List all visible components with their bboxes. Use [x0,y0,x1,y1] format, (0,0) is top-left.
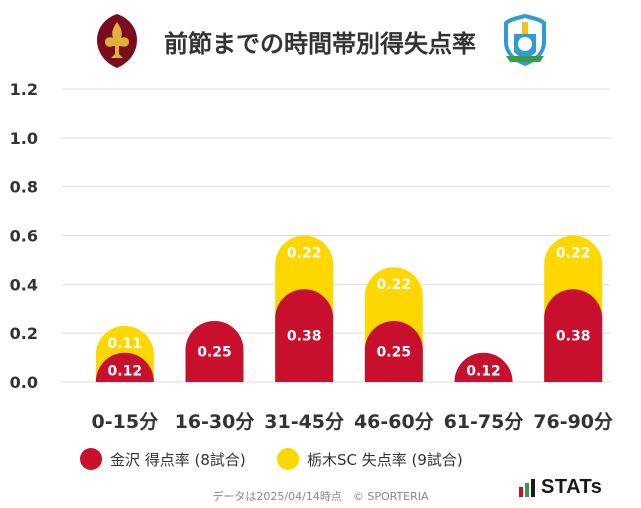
y-tick-label: 0.0 [10,373,38,392]
data-label-series-1: 0.12 [108,363,143,379]
x-tick-label: 46-60分 [354,411,434,433]
data-label-series-1: 0.38 [556,329,591,345]
data-label-series-2: 0.22 [377,277,412,293]
data-label-series-1: 0.38 [287,329,322,345]
data-label-series-2: 0.22 [556,246,591,262]
bar-series-1 [454,352,513,382]
data-label-series-2: 0.22 [287,246,322,262]
y-tick-label: 1.0 [10,129,38,148]
footer-note: データは2025/04/14時点 © SPORTERIA [212,490,429,503]
bar-series-1 [95,352,154,382]
legend-label-series-2: 栃木SC 失点率 (9試合) [307,450,463,469]
bar-series-1 [185,320,244,382]
y-tick-label: 1.2 [10,80,38,99]
legend-label-series-1: 金沢 得点率 (8試合) [110,450,246,469]
x-tick-label: 16-30分 [175,411,255,433]
bar-series-1 [364,320,423,382]
x-tick-label: 0-15分 [92,411,159,433]
y-tick-label: 0.4 [10,275,38,294]
tochigi-sc-crest-icon [504,14,546,66]
legend-swatch-red [80,448,102,470]
data-label-series-1: 0.12 [466,363,501,379]
data-label-series-1: 0.25 [197,344,232,360]
brand-text: STATs [541,476,603,498]
x-tick-label: 61-75分 [444,411,524,433]
data-label-series-1: 0.25 [377,344,412,360]
bar-series-1 [544,289,603,382]
chart-title: 前節までの時間帯別得失点率 [164,30,476,58]
bar-series-1 [275,289,334,382]
stats-logo-icon [519,478,535,497]
kanazawa-crest-icon [97,14,137,68]
legend-item-series-2: 栃木SC 失点率 (9試合) [277,448,463,470]
x-tick-label: 76-90分 [533,411,613,433]
y-tick-label: 0.6 [10,227,38,246]
y-tick-label: 0.8 [10,178,38,197]
y-tick-label: 0.2 [10,324,38,343]
legend-item-series-1: 金沢 得点率 (8試合) [80,448,246,470]
data-label-series-2: 0.11 [108,336,143,352]
bar-chart: 0.0 0.2 0.4 0.6 0.8 1.0 1.2 0.12 0.11 0-15分 0.25 16… [10,80,613,433]
x-tick-label: 31-45分 [264,411,344,433]
legend-swatch-yellow [277,448,299,470]
stats-brand: STATs [519,476,602,499]
